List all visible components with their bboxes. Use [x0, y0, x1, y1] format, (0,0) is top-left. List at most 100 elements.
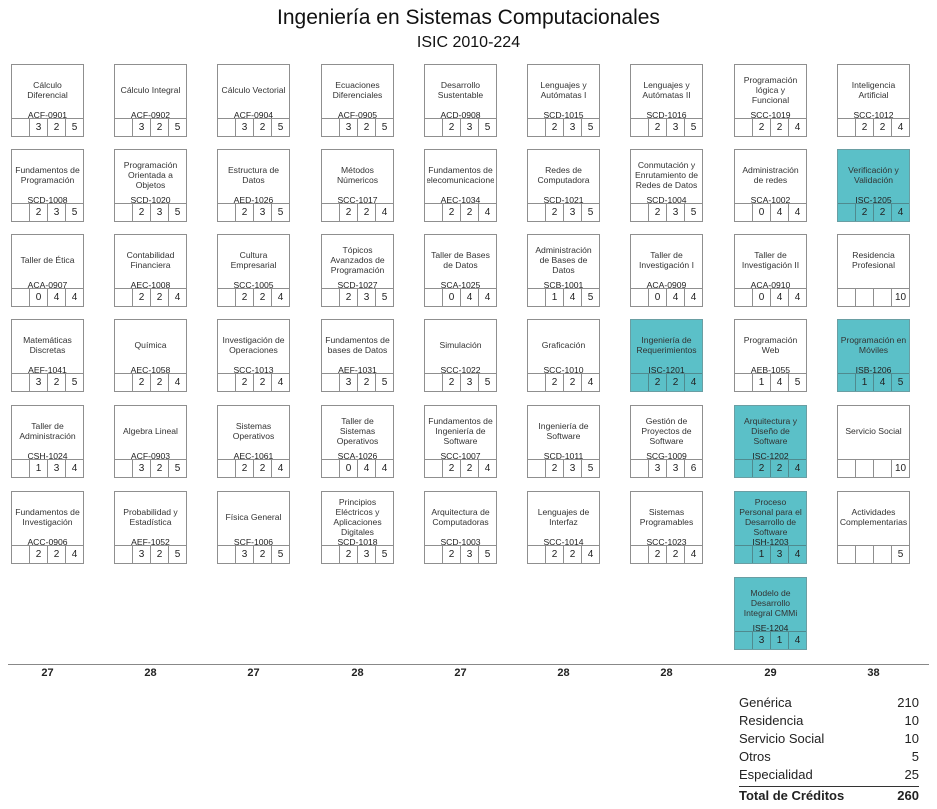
subject-card: Investigación de Operaciones SCC-1013 2 2 4 [217, 319, 290, 392]
hours-cell: 2 [771, 460, 789, 477]
subject-name: Ecuaciones Diferenciales [332, 79, 383, 100]
hours-cell [322, 204, 340, 221]
subject-name: Graficación [541, 339, 586, 350]
summary-row: Servicio Social 10 [739, 730, 919, 748]
subject-code: SCB-1001 [543, 280, 584, 290]
hours-cell: 2 [151, 374, 169, 391]
hours-cell: 1 [30, 460, 48, 477]
subject-card: Ingeniería de Requerimientos ISC-1201 2 2 4 [630, 319, 703, 392]
summary-value: 5 [911, 749, 919, 764]
hours-cell: 3 [358, 289, 376, 306]
hours-cell [856, 289, 874, 306]
hours-cell: 5 [277, 207, 284, 218]
summary-label: Servicio Social [739, 731, 825, 746]
hours-cell: 2 [546, 374, 564, 391]
subject-card: Taller de Ética ACA-0907 0 4 4 [11, 234, 84, 307]
summary-value: 10 [904, 713, 919, 728]
hours-cell: 4 [381, 207, 388, 218]
subject-name: Física General [225, 511, 282, 522]
hours-cell: 4 [381, 463, 388, 474]
subject-card: Desarrollo Sustentable ACD-0908 2 3 5 [424, 64, 497, 137]
subject-name: Lenguajes y Autómatas II [642, 79, 691, 100]
subject-card: Cultura Empresarial SCC-1005 2 2 4 [217, 234, 290, 307]
hours-cell [528, 374, 546, 391]
subject-code: SCC-1019 [750, 110, 791, 120]
subject-code: AED-1026 [233, 195, 274, 205]
subject-code: ISH-1203 [752, 537, 789, 547]
hours-cell: 4 [484, 463, 491, 474]
subject-name: Cultura Empresarial [230, 249, 277, 270]
subject-card: Física General SCF-1006 3 2 5 [217, 491, 290, 564]
summary-value: 25 [904, 767, 919, 782]
hours-cell [218, 204, 236, 221]
hours-cell: 4 [484, 292, 491, 303]
subject-code: SCA-1026 [337, 451, 378, 461]
subject-card: Cálculo Integral ACF-0902 3 2 5 [114, 64, 187, 137]
hours-cell: 4 [794, 122, 801, 133]
subject-name: Fundamentos de Programación [15, 164, 80, 185]
subject-name: Ingeniería de Software [538, 420, 589, 441]
hours-cell [631, 374, 649, 391]
subject-name: Gestión de Proyectos de Software [641, 415, 692, 446]
subject-code: ACF-0904 [233, 110, 274, 120]
subject-code: ACF-0902 [130, 110, 171, 120]
hours-cell: 3 [461, 119, 479, 136]
hours-cell: 0 [649, 289, 667, 306]
column-total: 38 [867, 667, 880, 679]
hours-cell: 5 [690, 122, 697, 133]
hours-cell: 2 [151, 546, 169, 563]
hours-cell [218, 546, 236, 563]
subject-code: ISB-1206 [855, 365, 892, 375]
subject-code: ACA-0909 [646, 280, 687, 290]
hours-cell: 3 [771, 546, 789, 563]
subject-code: SCC-1005 [233, 280, 274, 290]
hours-cell [838, 374, 856, 391]
hours-cell: 0 [443, 289, 461, 306]
subject-code: ACF-0901 [27, 110, 68, 120]
subject-code: AEC-1058 [130, 365, 171, 375]
subject-name: Inteligencia Artificial [851, 79, 896, 100]
hours-cell: 3 [667, 119, 685, 136]
subject-card: Gestión de Proyectos de Software SCG-1009… [630, 405, 703, 478]
hours-cell: 2 [236, 374, 254, 391]
subject-name: Métodos Númericos [336, 164, 379, 185]
hours-cell: 2 [443, 374, 461, 391]
hours-cell: 10 [894, 292, 907, 303]
subject-card: Taller de Investigación II ACA-0910 0 4 4 [734, 234, 807, 307]
hours-cell: 2 [30, 546, 48, 563]
subject-name: Taller de Bases de Datos [431, 249, 490, 270]
subject-code: SCD-1016 [646, 110, 687, 120]
hours-cell: 4 [71, 463, 78, 474]
hours-cell [631, 289, 649, 306]
subject-name: Administración de redes [742, 164, 799, 185]
hours-cell: 5 [587, 207, 594, 218]
hours-cell [218, 289, 236, 306]
hours-cell: 2 [546, 204, 564, 221]
page-title: Ingeniería en Sistemas Computacionales [277, 6, 660, 29]
hours-cell: 2 [133, 374, 151, 391]
hours-cell: 5 [484, 549, 491, 560]
subject-code: AEB-1055 [750, 365, 791, 375]
hours-cell [115, 119, 133, 136]
hours-cell: 0 [753, 289, 771, 306]
subject-card: Arquitectura y Diseño de Software ISC-120… [734, 405, 807, 478]
hours-cell: 3 [254, 204, 272, 221]
hours-cell: 2 [667, 546, 685, 563]
summary-value: 10 [904, 731, 919, 746]
hours-cell: 2 [236, 460, 254, 477]
hours-cell [874, 546, 892, 563]
hours-cell: 2 [340, 204, 358, 221]
